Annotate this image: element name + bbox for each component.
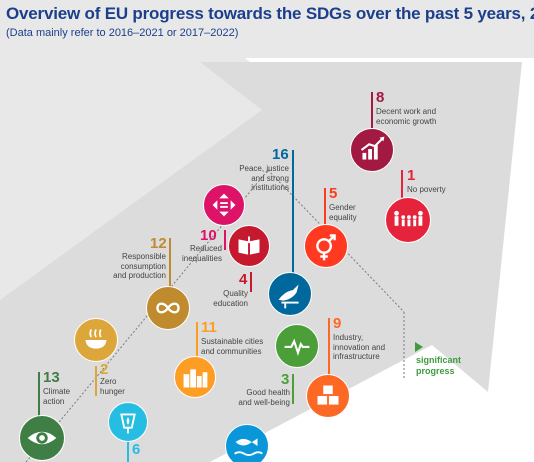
sdg12-infinity-icon [146,286,190,330]
sdg10-number: 10 [200,227,217,244]
sdg4-number: 4 [239,271,248,288]
sdg5-label: Gender equality [329,203,357,222]
sdg16-number: 16 [272,146,289,163]
sdg10-label: Reduced inequalities [181,244,222,263]
significant-progress-arrow-icon [415,342,423,352]
sdg4-leader-line [250,272,252,292]
sdg11-number: 11 [201,319,217,336]
sdg11-city-icon [174,356,216,398]
sdg8-leader-line [371,92,373,134]
chart-subtitle: (Data mainly refer to 2016–2021 or 2017–… [6,27,239,39]
sdg1-family-icon [385,197,431,243]
sdg8-label: Decent work and economic growth [376,107,437,126]
sdg13-eye-earth-icon [19,415,65,461]
sdg12-label: Responsible consumption and production [113,252,166,280]
sdg1-label: No poverty [407,185,446,194]
sdg6-number: 6 [132,441,141,458]
sdg2-number: 2 [100,361,109,378]
sdg2-label: Zero hunger [100,377,125,396]
sdg16-dove-icon [268,272,312,316]
sdg13-number: 13 [43,369,60,386]
sdg2-leader-line [95,366,97,396]
sdg8-number: 8 [376,89,385,106]
sdg5-leader-line [324,188,326,230]
sdg9-label: Industry, innovation and infrastructure [333,333,386,361]
sdg5-number: 5 [329,185,338,202]
sdg10-leader-line [224,230,226,250]
sdg1-number: 1 [407,167,416,184]
sdg3-label: Good health and well-being [238,388,290,407]
sdg13-leader-line [38,372,40,420]
sdg3-heartbeat-icon [275,324,319,368]
chart-title: Overview of EU progress towards the SDGs… [6,4,534,23]
sdg3-leader-line [292,374,294,404]
sdg8-growth-chart-icon [350,128,394,172]
sdg11-leader-line [196,322,198,362]
sdg4-book-icon [228,225,270,267]
sdg14-fish-icon [225,424,269,462]
sdg9-cubes-icon [306,374,350,418]
sdg13-label: Climate action [43,387,71,406]
sdg16-leader-line [292,150,294,276]
sdg2-bowl-icon [74,318,118,362]
sdg9-leader-line [328,318,330,374]
sdg12-number: 12 [150,235,167,252]
sdg6-leader-line [127,440,129,462]
sdg5-gender-symbol-icon [304,224,348,268]
sdg11-label: Sustainable cities and communities [201,337,264,356]
sdg1-leader-line [401,170,403,200]
sdg3-number: 3 [281,371,290,388]
sdg12-leader-line [169,238,171,294]
sdg4-label: Quality education [213,289,248,308]
significant-progress-label: significant progress [416,355,462,376]
sdg6-water-drop-icon [108,402,148,442]
sdg9-number: 9 [333,315,342,332]
sdg16-label: Peace, justice and strong institutions [239,164,289,192]
sdg10-equality-arrows-icon [203,184,245,226]
